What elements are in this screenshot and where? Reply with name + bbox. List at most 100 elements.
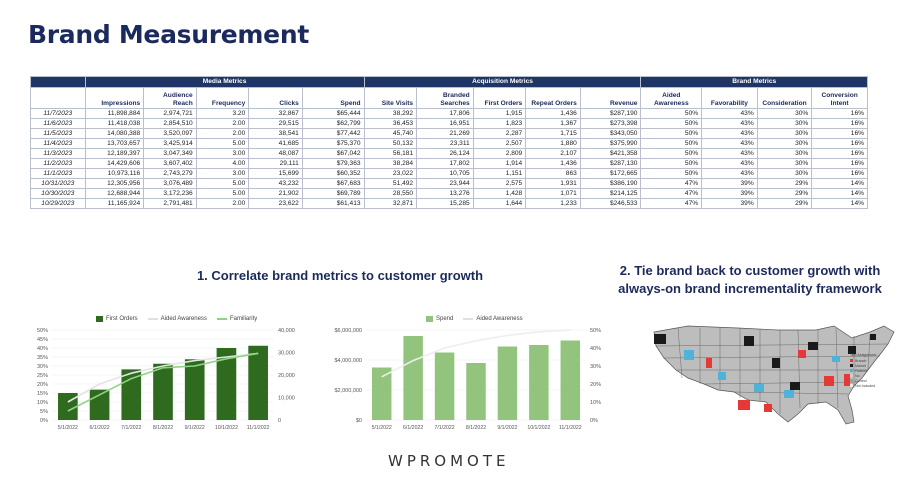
table-cell: 1,915 (472, 108, 527, 119)
map-legend-swatch-not-included (849, 383, 854, 388)
x-axis-tick-label: 10/1/2022 (215, 425, 238, 431)
bar-spend (434, 352, 455, 420)
legend-first-orders: First Orders (96, 316, 138, 322)
table-cell: $287,190 (579, 108, 642, 119)
x-axis-tick-label: 9/1/2022 (185, 425, 205, 431)
line-aided-awareness (381, 329, 571, 378)
table-cell: 47% (640, 188, 703, 199)
table-cell: 30% (756, 138, 813, 149)
table-cell: 50% (640, 168, 703, 179)
table-cell: $60,352 (301, 168, 365, 179)
table-cell: $79,363 (301, 158, 365, 169)
map-legend-swatch-no (850, 374, 853, 377)
swatch-familiarity (216, 318, 227, 320)
left-axis-tick-label: $2,000,000 (334, 388, 362, 394)
map-legend-label: No (855, 374, 860, 378)
table-cell: 11,418,038 (84, 118, 145, 129)
map-legend-swatch-holdout (850, 369, 853, 372)
right-axis-tick-label: 50% (590, 328, 601, 334)
table-cell: 23,022 (363, 168, 418, 179)
section-2-heading-line-1: 2. Tie brand back to customer growth wit… (619, 263, 881, 278)
column-header-clicks: Clicks (248, 87, 303, 109)
table-cell: $75,370 (301, 138, 365, 149)
left-axis-tick-label: $6,000,000 (334, 328, 362, 334)
table-cell: 3,076,489 (143, 178, 197, 189)
table-row: 10/29/2023 11,165,924 2,791,481 2.00 23,622 $… (30, 198, 868, 209)
left-axis-tick-label: $0 (356, 418, 362, 424)
line-familiarity (67, 352, 259, 412)
right-axis-tick-label: 30,000 (278, 351, 295, 357)
map-legend-swatch-branch (850, 359, 853, 362)
bar-spend (403, 336, 423, 420)
table-cell: 14% (811, 198, 868, 209)
map-legend-swatch-control (850, 379, 853, 382)
table-cell: 14,429,606 (84, 158, 145, 169)
table-cell: $77,442 (301, 128, 365, 139)
table-cell: 3,425,914 (143, 138, 197, 149)
legend-label: Spend (436, 316, 454, 322)
right-axis-tick-label: 0% (590, 418, 598, 424)
table-cell: 16% (811, 118, 868, 129)
table-cell: 4.00 (195, 158, 250, 169)
table-cell: 50% (640, 128, 703, 139)
table-cell: 21,269 (416, 128, 474, 139)
table-row: 11/4/2023 13,703,657 3,425,914 5.00 41,685 $7… (30, 138, 868, 149)
table-cell: 43% (701, 158, 758, 169)
left-axis-tick-label: 45% (37, 337, 48, 343)
legend-label: Aided Awareness (160, 316, 207, 322)
left-axis-tick-label: 20% (37, 382, 48, 388)
table-cell: 863 (525, 168, 581, 179)
table-cell: 50% (640, 158, 703, 169)
table-cell: $62,799 (301, 118, 365, 129)
table-cell: 39% (701, 178, 758, 189)
table-cell: 17,806 (416, 108, 474, 119)
table-cell: 30% (756, 168, 813, 179)
table-cell: 1,436 (525, 158, 581, 169)
column-header-date (30, 87, 86, 109)
x-axis-tick-label: 6/1/2022 (89, 425, 109, 431)
table-cell: 43% (701, 138, 758, 149)
row-date-cell: 11/6/2023 (30, 118, 86, 129)
table-cell: 1,914 (472, 158, 527, 169)
chart-2: $0 $2,000,000 $4,000,000 $6,000,000 0% 10% 20%… (334, 328, 601, 431)
table-row: 10/31/2023 12,305,956 3,076,489 5.00 43,232 $… (30, 178, 868, 189)
row-date-cell: 11/2/2023 (30, 158, 86, 169)
map-legend-label: Market (855, 364, 866, 368)
table-cell: 15,285 (416, 198, 474, 209)
table-cell: $67,683 (301, 178, 365, 189)
red-test-regions (706, 350, 850, 412)
table-cell: 29% (756, 188, 813, 199)
table-cell: 11,165,924 (84, 198, 145, 209)
table-cell: 23,622 (248, 198, 303, 209)
right-axis-tick-label: 10% (590, 400, 601, 406)
table-cell: 30% (756, 148, 813, 159)
page-title: Brand Measurement (28, 20, 309, 49)
column-header-first-orders: First Orders (472, 87, 527, 109)
table-cell: $67,042 (301, 148, 365, 159)
row-date-cell: 11/7/2023 (30, 108, 86, 119)
legend-familiarity: Familiarity (216, 316, 257, 322)
table-cell: $214,125 (579, 188, 642, 199)
bar-spend (560, 340, 581, 420)
column-header-spend: Spend (301, 87, 365, 109)
table-cell: 50% (640, 108, 703, 119)
right-axis-tick-label: 40,000 (278, 328, 295, 334)
row-date-cell: 11/5/2023 (30, 128, 86, 139)
right-axis-tick-label: 20,000 (278, 373, 295, 379)
map-legend-label: Branch (855, 359, 866, 363)
table-row: 11/7/2023 11,898,884 2,974,721 3.20 32,867 $6… (30, 108, 868, 119)
table-cell: 38,284 (363, 158, 418, 169)
table-cell: 50% (640, 148, 703, 159)
table-group-header: Media Metrics Acquisition Metrics Brand Me… (30, 76, 868, 88)
table-cell: 29% (756, 198, 813, 209)
table-cell: 39% (701, 188, 758, 199)
row-date-cell: 10/29/2023 (30, 198, 86, 209)
table-cell: 2,107 (525, 148, 581, 159)
table-cell: 1,436 (525, 108, 581, 119)
table-cell: $287,130 (579, 158, 642, 169)
x-axis-tick-label: 6/1/2022 (403, 425, 423, 431)
table-cell: 3,172,236 (143, 188, 197, 199)
left-axis-tick-label: 10% (37, 400, 48, 406)
table-cell: 2,974,721 (143, 108, 197, 119)
table-cell: 29% (756, 178, 813, 189)
